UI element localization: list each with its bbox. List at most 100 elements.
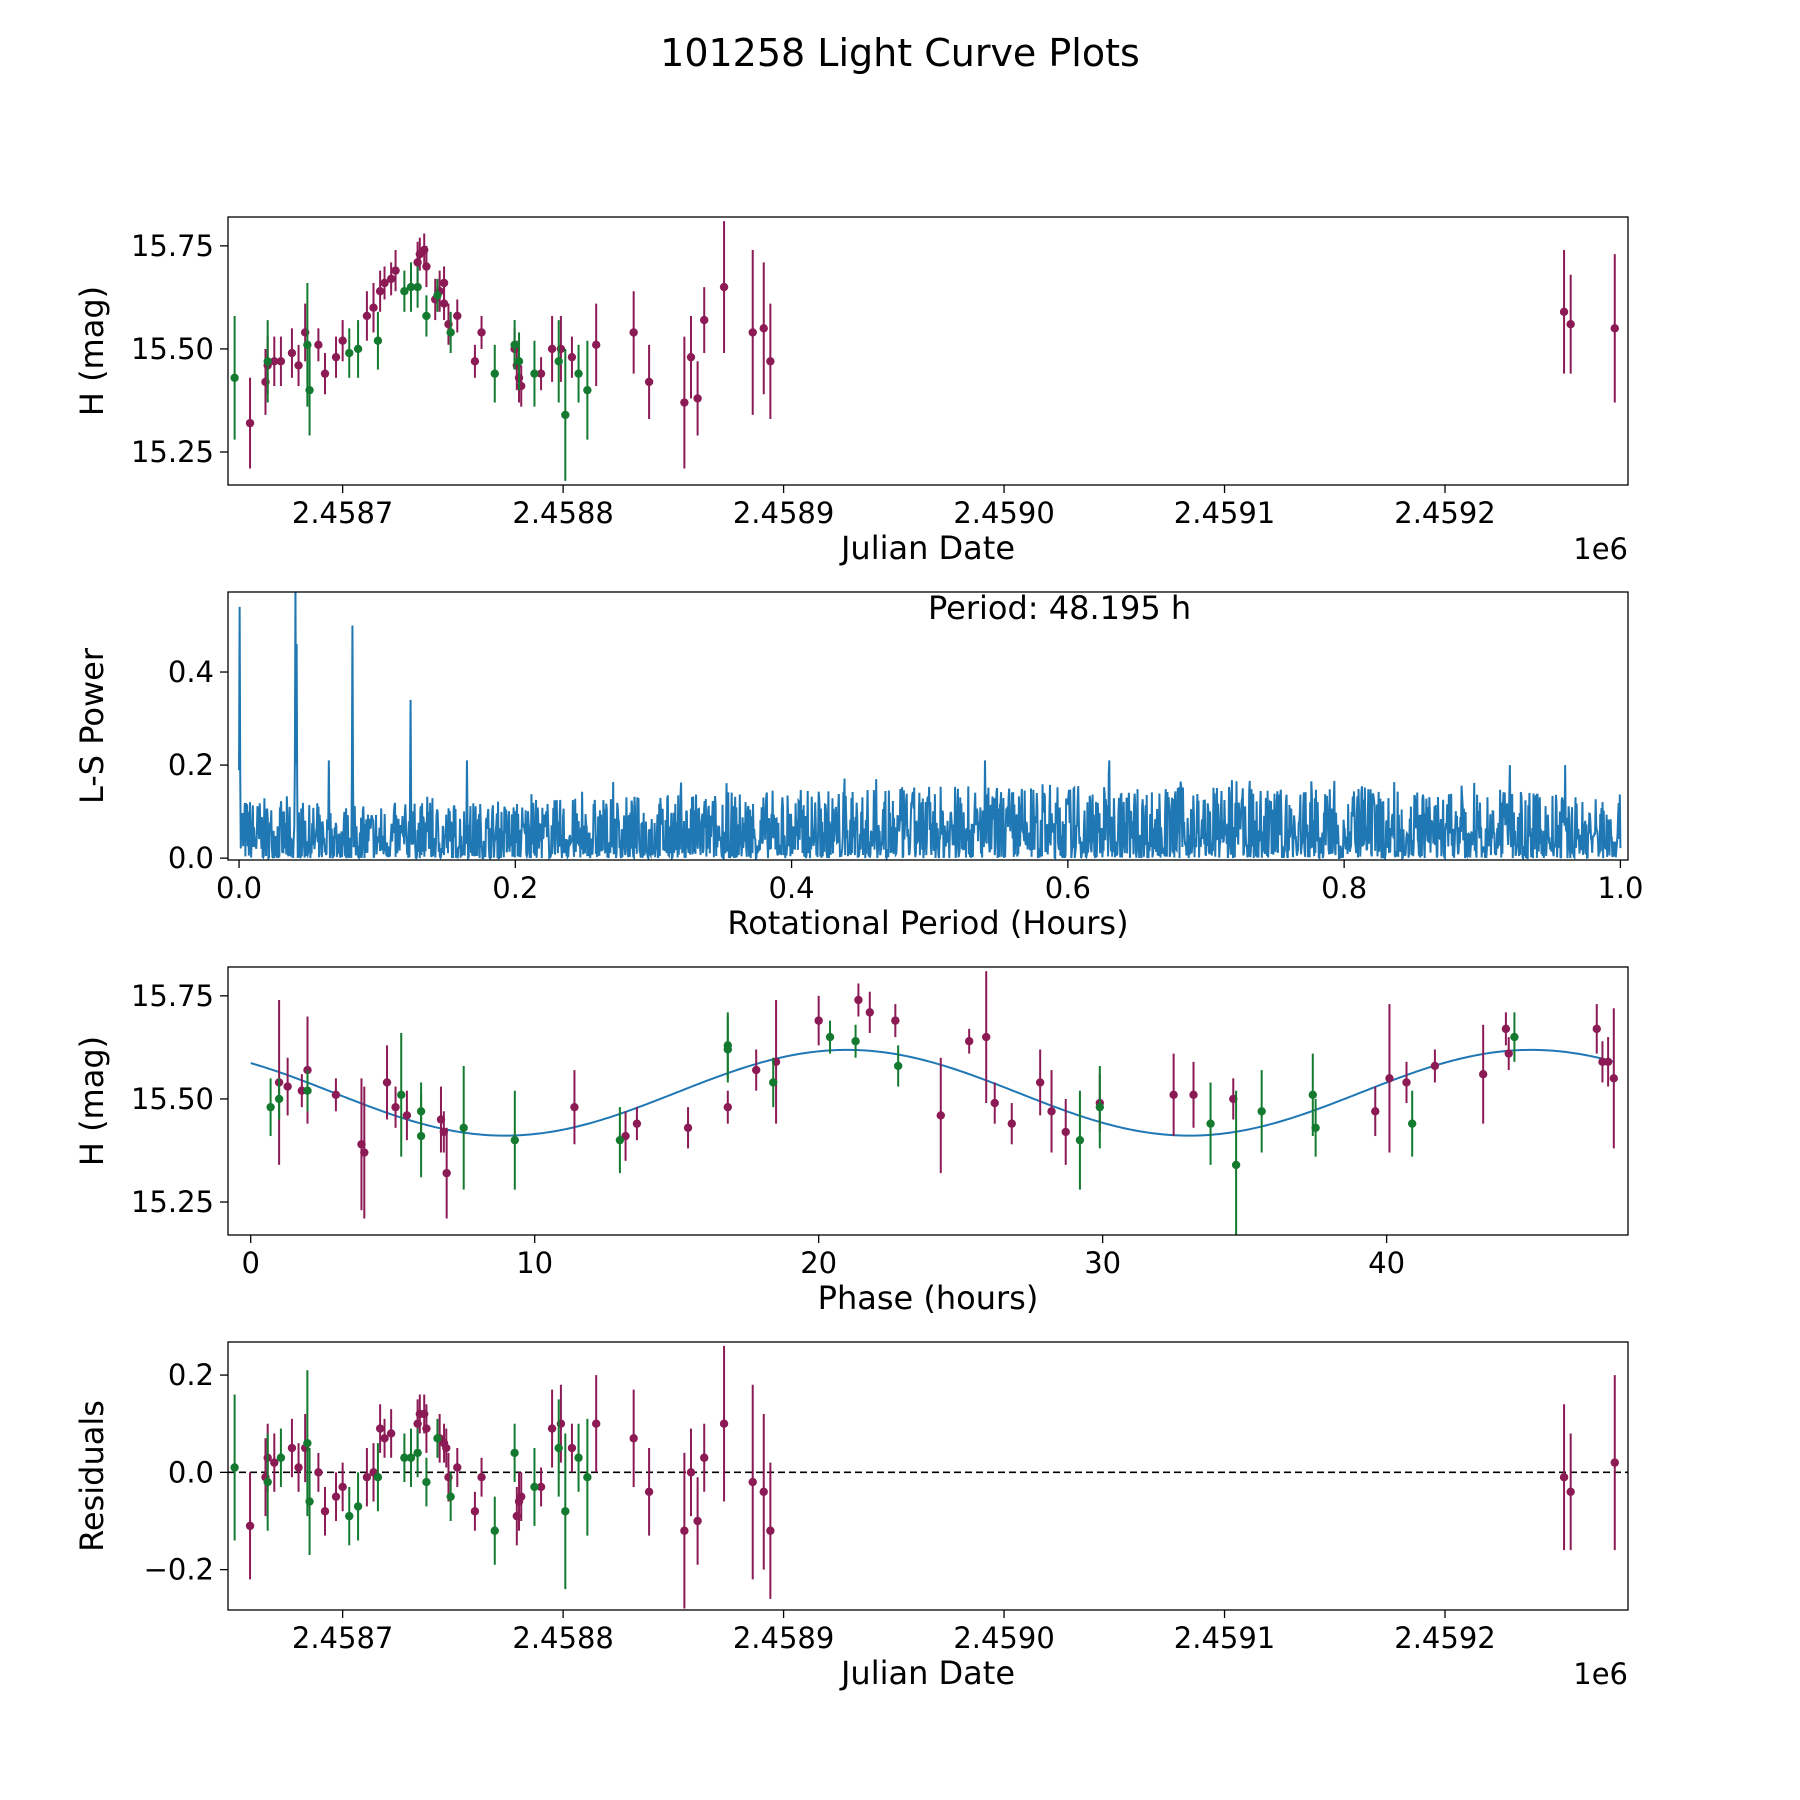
phased-data-point — [936, 1111, 945, 1120]
phased-data-point — [1603, 1057, 1613, 1067]
phased-data-point — [397, 1090, 406, 1100]
lightcurve-data-point — [391, 266, 400, 275]
panel-phased: 0 10 20 30 40 15.25 15.50 15.75 Phase (hours) H (… — [73, 966, 1629, 1317]
residuals-data-point — [517, 1492, 526, 1501]
phased-data-point — [1231, 1160, 1241, 1170]
lightcurve-data-point — [422, 311, 431, 321]
residuals-data-point — [294, 1463, 303, 1472]
lightcurve-data-point — [369, 303, 378, 312]
lightcurve-data-point — [748, 328, 757, 337]
residuals-data-point — [446, 1492, 455, 1501]
residuals-xtick-label: 2.4592 — [1394, 1621, 1495, 1655]
lightcurve-data-point — [567, 352, 577, 362]
lightcurve-data-point — [270, 357, 279, 366]
lightcurve-data-point — [433, 291, 442, 300]
phased-data-point — [570, 1102, 579, 1112]
phased-ylabel: H (mag) — [73, 1036, 111, 1166]
residuals-ytick-label: −0.2 — [144, 1553, 214, 1587]
lightcurve-data-point — [362, 311, 372, 321]
phased-data-point — [1061, 1127, 1070, 1137]
residuals-data-point — [380, 1434, 389, 1443]
lightcurve-data-point — [453, 311, 462, 321]
residuals-data-point — [477, 1473, 486, 1482]
residuals-data-point — [442, 1443, 451, 1453]
lightcurve-data-point — [629, 328, 638, 337]
periodogram-xtick-label: 0.8 — [1321, 871, 1367, 905]
lightcurve-ytick-label: 15.25 — [131, 435, 214, 469]
lightcurve-data-point — [386, 274, 396, 284]
lightcurve-data-point — [230, 373, 239, 382]
lightcurve-xtick-label: 2.4591 — [1174, 496, 1275, 530]
lightcurve-data-point — [305, 385, 314, 395]
phased-data-point — [1371, 1107, 1380, 1116]
residuals-data-point — [263, 1477, 272, 1487]
phased-data-point — [683, 1123, 693, 1133]
residuals-ytick-label: 0.0 — [168, 1455, 214, 1489]
phased-data-point — [360, 1148, 369, 1157]
residuals-ytick-label: 0.2 — [168, 1358, 214, 1392]
phased-data-point — [442, 1168, 451, 1178]
phased-points-layer — [266, 971, 1619, 1235]
periodogram-ytick-label: 0.4 — [168, 655, 214, 689]
residuals-data-point — [276, 1453, 286, 1462]
lightcurve-data-point — [406, 282, 416, 292]
phased-data-point — [1189, 1090, 1198, 1100]
residuals-data-point — [490, 1526, 499, 1535]
residuals-data-point — [303, 1438, 312, 1448]
lightcurve-xtick-label: 2.4589 — [733, 496, 834, 530]
phased-data-point — [964, 1037, 974, 1046]
phased-data-point — [1609, 1074, 1619, 1083]
phased-data-point — [854, 995, 863, 1005]
phased-data-point — [331, 1090, 341, 1100]
phased-ytick-label: 15.50 — [131, 1082, 214, 1116]
panel-lightcurve: 2.4587 2.4588 2.4589 2.4590 2.4591 2.4592 15.2… — [73, 216, 1629, 567]
phased-data-point — [274, 1094, 284, 1104]
periodogram-xlabel: Rotational Period (Hours) — [727, 904, 1128, 942]
lightcurve-data-point — [530, 369, 539, 378]
periodogram-xtick-label: 0.2 — [492, 871, 538, 905]
lightcurve-xtick-label: 2.4590 — [953, 496, 1054, 530]
lightcurve-data-point — [1610, 324, 1619, 333]
phased-data-point — [1035, 1078, 1045, 1087]
residuals-data-point — [567, 1443, 577, 1453]
residuals-data-point — [270, 1458, 279, 1467]
phased-data-point — [723, 1045, 732, 1054]
phased-ytick-label: 15.75 — [131, 979, 214, 1013]
phased-data-point — [1257, 1107, 1266, 1116]
phased-data-point — [382, 1078, 392, 1087]
residuals-xtick-label: 2.4589 — [733, 1621, 834, 1655]
lightcurve-data-point — [510, 340, 519, 350]
periodogram-xtick-label: 1.0 — [1597, 871, 1643, 905]
residuals-data-point — [680, 1526, 689, 1535]
phased-xtick-label: 30 — [1084, 1246, 1121, 1280]
phased-data-point — [1501, 1024, 1511, 1034]
lightcurve-data-point — [345, 348, 354, 358]
phased-data-point — [1169, 1090, 1178, 1100]
residuals-data-point — [591, 1419, 601, 1428]
residuals-data-point — [583, 1473, 592, 1482]
lightcurve-data-point — [719, 282, 729, 292]
lightcurve-data-point — [547, 344, 557, 354]
phased-data-point — [615, 1135, 625, 1145]
lightcurve-data-point — [759, 324, 768, 333]
residuals-data-point — [373, 1473, 383, 1482]
phased-xlabel: Phase (hours) — [818, 1279, 1039, 1317]
phased-xtick-label: 20 — [800, 1246, 837, 1280]
phased-frame — [227, 966, 1629, 1236]
lightcurve-data-point — [554, 357, 563, 366]
phased-data-point — [1478, 1070, 1488, 1079]
lightcurve-data-point — [331, 352, 341, 362]
lightcurve-data-point — [561, 410, 570, 420]
phased-data-point — [391, 1102, 400, 1112]
residuals-data-point — [400, 1453, 409, 1462]
residuals-data-point — [413, 1448, 422, 1458]
periodogram-xtick-label: 0.4 — [769, 871, 815, 905]
residuals-xlabel: Julian Date — [839, 1654, 1015, 1692]
residuals-data-point — [453, 1463, 462, 1472]
residuals-data-point — [386, 1429, 396, 1438]
lightcurve-ytick-label: 15.75 — [131, 229, 214, 263]
phased-data-point — [459, 1123, 468, 1133]
residuals-data-point — [470, 1507, 480, 1516]
lightcurve-data-point — [413, 282, 422, 292]
periodogram-ylabel: L-S Power — [73, 647, 111, 804]
